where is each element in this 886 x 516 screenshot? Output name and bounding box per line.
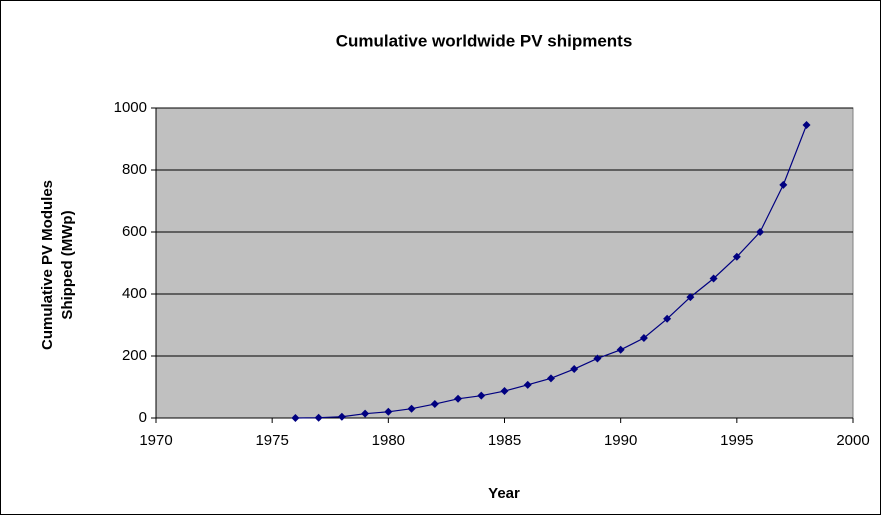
data-point bbox=[802, 121, 811, 130]
chart-title: Cumulative worldwide PV shipments bbox=[336, 31, 633, 50]
data-point bbox=[523, 380, 532, 389]
data-point bbox=[663, 314, 672, 323]
y-axis-label-line: Cumulative PV Modules bbox=[39, 180, 56, 350]
data-point bbox=[407, 404, 416, 413]
data-point bbox=[384, 407, 393, 416]
x-tick-label: 1975 bbox=[255, 432, 288, 449]
x-tick-label: 2000 bbox=[836, 432, 869, 449]
plot-area bbox=[155, 107, 854, 419]
y-axis-label-line: Shipped (MWp) bbox=[59, 210, 76, 319]
y-tick-label: 200 bbox=[122, 347, 147, 364]
data-point bbox=[756, 228, 765, 236]
y-tick-label: 600 bbox=[122, 223, 147, 240]
data-point bbox=[291, 414, 300, 422]
data-point bbox=[337, 412, 346, 421]
x-axis-label: Year bbox=[488, 485, 520, 502]
x-tick-label: 1970 bbox=[139, 432, 172, 449]
data-point bbox=[361, 409, 370, 418]
data-point bbox=[570, 365, 579, 374]
data-point bbox=[709, 274, 718, 283]
data-point bbox=[546, 374, 555, 383]
data-point bbox=[500, 387, 509, 396]
data-point bbox=[639, 334, 648, 343]
x-tick-label: 1985 bbox=[488, 432, 521, 449]
data-point bbox=[477, 391, 486, 400]
data-point bbox=[430, 400, 439, 409]
y-axis-label: Cumulative PV Modules Shipped (MWp) bbox=[39, 180, 76, 350]
data-point bbox=[686, 293, 695, 302]
data-point bbox=[732, 252, 741, 261]
y-tick-label: 800 bbox=[122, 161, 147, 178]
x-tick-label: 1995 bbox=[720, 432, 753, 449]
data-point bbox=[314, 413, 323, 422]
y-tick-label: 0 bbox=[139, 409, 147, 426]
data-point bbox=[454, 394, 463, 403]
data-point bbox=[616, 345, 625, 354]
data-point bbox=[593, 354, 602, 363]
x-tick-label: 1990 bbox=[604, 432, 637, 449]
y-tick-label: 400 bbox=[122, 285, 147, 302]
x-tick-label: 1980 bbox=[372, 432, 405, 449]
y-tick-label: 1000 bbox=[114, 99, 147, 116]
data-point bbox=[779, 180, 788, 189]
